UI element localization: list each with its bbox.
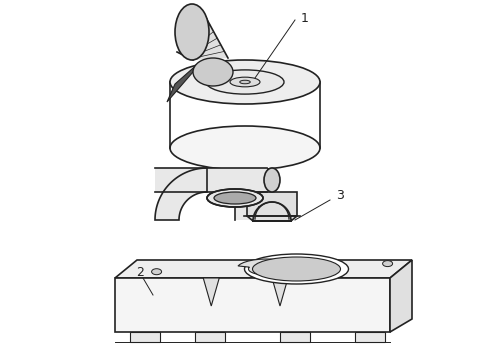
- Ellipse shape: [264, 168, 280, 192]
- Ellipse shape: [252, 257, 341, 281]
- Ellipse shape: [207, 189, 263, 207]
- Polygon shape: [280, 332, 310, 342]
- Polygon shape: [130, 332, 160, 342]
- Polygon shape: [170, 82, 320, 148]
- Polygon shape: [238, 259, 296, 277]
- Ellipse shape: [383, 261, 392, 267]
- Polygon shape: [203, 278, 219, 306]
- Text: 1: 1: [301, 12, 309, 24]
- Polygon shape: [355, 332, 385, 342]
- Ellipse shape: [175, 4, 209, 60]
- Ellipse shape: [206, 70, 284, 94]
- Polygon shape: [167, 60, 218, 102]
- Ellipse shape: [193, 58, 233, 86]
- Ellipse shape: [151, 269, 162, 275]
- Polygon shape: [235, 207, 259, 220]
- Text: 2: 2: [136, 266, 144, 279]
- Ellipse shape: [170, 60, 320, 104]
- Ellipse shape: [240, 80, 250, 84]
- Ellipse shape: [230, 77, 260, 87]
- Polygon shape: [247, 192, 297, 216]
- Text: 3: 3: [336, 189, 344, 202]
- Ellipse shape: [245, 254, 348, 284]
- Polygon shape: [177, 14, 228, 60]
- Ellipse shape: [170, 126, 320, 170]
- Polygon shape: [390, 260, 412, 332]
- Polygon shape: [155, 168, 207, 220]
- Polygon shape: [115, 278, 390, 332]
- Polygon shape: [115, 260, 412, 278]
- Polygon shape: [272, 278, 288, 306]
- Polygon shape: [195, 332, 225, 342]
- Polygon shape: [155, 168, 267, 192]
- Polygon shape: [247, 202, 297, 221]
- Ellipse shape: [214, 192, 256, 204]
